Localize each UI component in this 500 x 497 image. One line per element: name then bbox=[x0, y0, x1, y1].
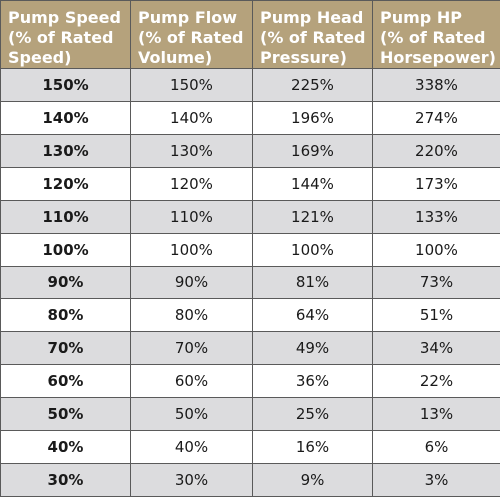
header-line: (% of Rated bbox=[380, 28, 486, 47]
cell-head: 144% bbox=[252, 166, 373, 201]
header-pump-hp: Pump HP (% of Rated Horsepower) bbox=[372, 0, 500, 69]
header-line: Pump Speed bbox=[8, 8, 121, 27]
header-line: Pressure) bbox=[260, 48, 347, 67]
cell-head: 169% bbox=[252, 133, 373, 168]
cell-flow: 100% bbox=[130, 232, 253, 267]
header-line: (% of Rated bbox=[8, 28, 114, 47]
cell-speed: 50% bbox=[0, 397, 131, 432]
cell-speed: 60% bbox=[0, 364, 131, 399]
cell-flow: 30% bbox=[130, 463, 253, 497]
cell-hp: 274% bbox=[372, 100, 500, 135]
table-row: 40% 40% 16% 6% bbox=[0, 430, 500, 465]
cell-head: 36% bbox=[252, 364, 373, 399]
cell-hp: 6% bbox=[372, 430, 500, 465]
table-row: 60% 60% 36% 22% bbox=[0, 364, 500, 399]
cell-speed: 140% bbox=[0, 100, 131, 135]
table-row: 90% 90% 81% 73% bbox=[0, 265, 500, 300]
table-row: 130% 130% 169% 220% bbox=[0, 133, 500, 168]
cell-head: 100% bbox=[252, 232, 373, 267]
cell-hp: 173% bbox=[372, 166, 500, 201]
cell-speed: 120% bbox=[0, 166, 131, 201]
cell-flow: 80% bbox=[130, 298, 253, 333]
table-row: 50% 50% 25% 13% bbox=[0, 397, 500, 432]
cell-flow: 120% bbox=[130, 166, 253, 201]
cell-head: 49% bbox=[252, 331, 373, 366]
cell-speed: 40% bbox=[0, 430, 131, 465]
cell-speed: 100% bbox=[0, 232, 131, 267]
header-pump-head: Pump Head (% of Rated Pressure) bbox=[252, 0, 373, 69]
cell-hp: 338% bbox=[372, 68, 500, 102]
cell-hp: 73% bbox=[372, 265, 500, 300]
cell-head: 225% bbox=[252, 68, 373, 102]
cell-speed: 70% bbox=[0, 331, 131, 366]
header-line: Pump Flow bbox=[138, 8, 237, 27]
table-row: 80% 80% 64% 51% bbox=[0, 298, 500, 333]
table-row: 70% 70% 49% 34% bbox=[0, 331, 500, 366]
cell-flow: 130% bbox=[130, 133, 253, 168]
cell-hp: 22% bbox=[372, 364, 500, 399]
cell-head: 25% bbox=[252, 397, 373, 432]
cell-head: 81% bbox=[252, 265, 373, 300]
cell-speed: 110% bbox=[0, 199, 131, 234]
table-row: 110% 110% 121% 133% bbox=[0, 199, 500, 234]
cell-flow: 50% bbox=[130, 397, 253, 432]
table-row: 30% 30% 9% 3% bbox=[0, 463, 500, 497]
cell-head: 9% bbox=[252, 463, 373, 497]
header-line: Volume) bbox=[138, 48, 213, 67]
cell-hp: 34% bbox=[372, 331, 500, 366]
cell-hp: 51% bbox=[372, 298, 500, 333]
cell-flow: 110% bbox=[130, 199, 253, 234]
cell-speed: 130% bbox=[0, 133, 131, 168]
table-row: 120% 120% 144% 173% bbox=[0, 166, 500, 201]
cell-hp: 3% bbox=[372, 463, 500, 497]
header-line: Pump Head bbox=[260, 8, 364, 27]
header-row: Pump Speed (% of Rated Speed) Pump Flow … bbox=[0, 0, 500, 69]
cell-hp: 100% bbox=[372, 232, 500, 267]
cell-flow: 150% bbox=[130, 68, 253, 102]
header-line: (% of Rated bbox=[260, 28, 366, 47]
cell-head: 16% bbox=[252, 430, 373, 465]
cell-speed: 30% bbox=[0, 463, 131, 497]
cell-hp: 220% bbox=[372, 133, 500, 168]
table-row: 100% 100% 100% 100% bbox=[0, 232, 500, 267]
cell-flow: 40% bbox=[130, 430, 253, 465]
cell-hp: 133% bbox=[372, 199, 500, 234]
cell-flow: 70% bbox=[130, 331, 253, 366]
header-pump-speed: Pump Speed (% of Rated Speed) bbox=[0, 0, 131, 69]
header-line: Pump HP bbox=[380, 8, 462, 27]
table-row: 150% 150% 225% 338% bbox=[0, 68, 500, 102]
cell-speed: 150% bbox=[0, 68, 131, 102]
cell-head: 64% bbox=[252, 298, 373, 333]
header-pump-flow: Pump Flow (% of Rated Volume) bbox=[130, 0, 253, 69]
cell-head: 196% bbox=[252, 100, 373, 135]
cell-flow: 140% bbox=[130, 100, 253, 135]
cell-flow: 60% bbox=[130, 364, 253, 399]
cell-speed: 90% bbox=[0, 265, 131, 300]
header-line: Speed) bbox=[8, 48, 72, 67]
cell-head: 121% bbox=[252, 199, 373, 234]
header-line: (% of Rated bbox=[138, 28, 244, 47]
table-row: 140% 140% 196% 274% bbox=[0, 100, 500, 135]
cell-flow: 90% bbox=[130, 265, 253, 300]
cell-hp: 13% bbox=[372, 397, 500, 432]
cell-speed: 80% bbox=[0, 298, 131, 333]
header-line: Horsepower) bbox=[380, 48, 496, 67]
